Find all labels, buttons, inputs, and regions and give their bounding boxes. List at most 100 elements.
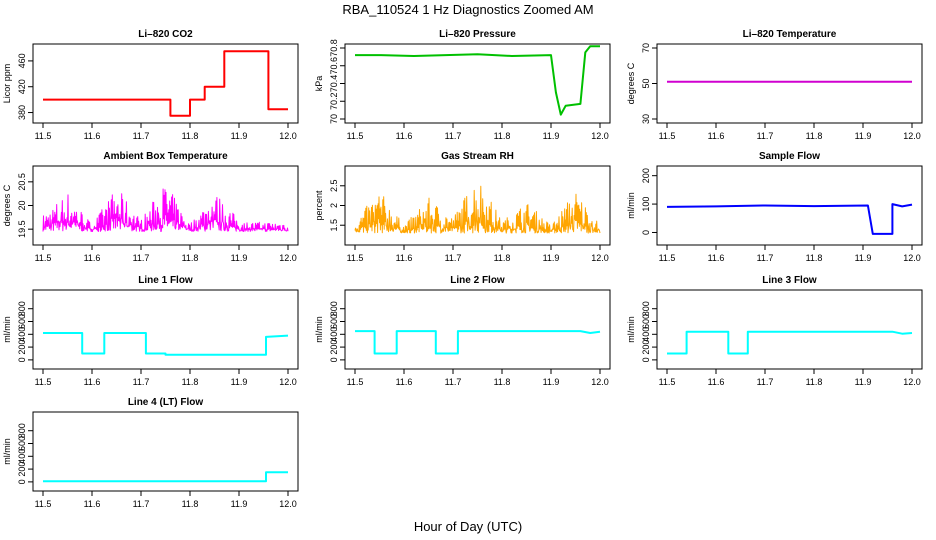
y-tick-label: 200 [641, 168, 651, 183]
y-axis-label: Licor ppm [2, 64, 12, 104]
panel-title: Line 2 Flow [450, 275, 505, 286]
panel-title: Line 3 Flow [762, 275, 817, 286]
series-line-1 [43, 50, 288, 117]
y-tick-label: 420 [17, 79, 27, 94]
y-tick-label: 200 [17, 340, 27, 355]
x-tick-label: 11.5 [35, 499, 52, 509]
y-axis-label: ml/min [314, 316, 324, 343]
y-tick-label: 0 [641, 230, 651, 235]
chart-panel-2: Li–820 Pressure 11.5 11.6 11.7 11.8 11.9 12.0 7… [314, 29, 611, 141]
x-tick-label: 11.6 [708, 253, 725, 263]
y-tick-label: 70 [641, 43, 651, 53]
panel-title: Li–820 Pressure [439, 29, 516, 40]
y-axis-label: percent [314, 190, 324, 221]
figure-xlabel: Hour of Day (UTC) [414, 519, 522, 534]
plot-frame [344, 289, 611, 370]
series-line-1 [43, 471, 288, 483]
x-tick-label: 11.6 [84, 253, 101, 263]
x-tick-label: 12.0 [279, 499, 297, 509]
y-tick-label: 2 [329, 203, 339, 208]
x-tick-label: 11.5 [347, 253, 364, 263]
x-tick-label: 11.8 [494, 131, 511, 141]
x-tick-label: 11.8 [182, 499, 199, 509]
y-tick-label: 200 [17, 462, 27, 477]
chart-panel-1: Li–820 CO2 11.5 11.6 11.7 11.8 11.9 12.0 380 420… [2, 29, 299, 141]
x-tick-label: 11.9 [855, 377, 872, 387]
series-line-1 [355, 45, 600, 116]
x-tick-label: 11.5 [659, 377, 676, 387]
y-tick-label: 600 [17, 314, 27, 329]
x-tick-label: 12.0 [279, 377, 297, 387]
y-tick-label: 400 [17, 327, 27, 342]
x-tick-label: 12.0 [591, 253, 609, 263]
panel-title: Line 1 Flow [138, 275, 193, 286]
chart-panel-8: Line 2 Flow 11.5 11.6 11.7 11.8 11.9 12.0 0 2004… [314, 275, 611, 387]
y-tick-label: 380 [17, 105, 27, 120]
x-tick-label: 12.0 [591, 131, 609, 141]
panels: Li–820 CO2 11.5 11.6 11.7 11.8 11.9 12.0 380 420… [2, 29, 923, 509]
panel-title: Sample Flow [759, 151, 820, 162]
x-tick-label: 11.9 [543, 253, 560, 263]
y-axis-label: kPa [314, 76, 324, 92]
y-tick-label: 0 [641, 357, 651, 362]
x-tick-label: 11.7 [757, 253, 774, 263]
y-tick-label: 0 [329, 357, 339, 362]
plot-frame [32, 411, 299, 492]
x-tick-label: 12.0 [903, 377, 921, 387]
x-tick-label: 11.9 [231, 253, 248, 263]
y-tick-label: 50 [641, 78, 651, 88]
y-tick-label: 70.6 [329, 57, 339, 75]
y-tick-label: 1.5 [329, 219, 339, 232]
series-line-1 [354, 185, 601, 234]
x-tick-label: 11.5 [659, 253, 676, 263]
plot-frame [32, 43, 299, 124]
x-tick-label: 11.7 [445, 377, 462, 387]
x-tick-label: 11.8 [494, 377, 511, 387]
y-tick-label: 600 [17, 436, 27, 451]
series-line-1 [667, 330, 913, 355]
x-tick-label: 11.9 [231, 377, 248, 387]
x-tick-label: 11.8 [806, 131, 823, 141]
x-tick-label: 11.5 [35, 253, 52, 263]
y-tick-label: 200 [641, 340, 651, 355]
y-tick-label: 70.4 [329, 75, 339, 93]
y-tick-label: 20.5 [17, 173, 27, 191]
panel-title: Li–820 CO2 [138, 29, 193, 40]
panel-title: Gas Stream RH [441, 151, 514, 162]
y-tick-label: 460 [17, 53, 27, 68]
x-tick-label: 11.9 [543, 131, 560, 141]
x-tick-label: 11.5 [347, 131, 364, 141]
y-tick-label: 200 [329, 340, 339, 355]
y-tick-label: 600 [641, 314, 651, 329]
x-tick-label: 11.9 [231, 499, 248, 509]
figure-title: RBA_110524 1 Hz Diagnostics Zoomed AM [342, 2, 593, 17]
x-tick-label: 11.6 [396, 131, 413, 141]
y-axis-label: ml/min [626, 316, 636, 343]
y-tick-label: 2.5 [329, 180, 339, 193]
y-tick-label: 400 [329, 327, 339, 342]
x-tick-label: 11.6 [84, 131, 101, 141]
x-tick-label: 11.5 [35, 131, 52, 141]
y-tick-label: 30 [641, 114, 651, 124]
x-tick-label: 11.5 [347, 377, 364, 387]
x-tick-label: 11.6 [84, 499, 101, 509]
x-tick-label: 11.8 [806, 377, 823, 387]
chart-panel-10: Line 4 (LT) Flow 11.5 11.6 11.7 11.8 11.9 12.0… [2, 397, 299, 509]
y-tick-label: 19.5 [17, 220, 27, 238]
x-tick-label: 11.8 [494, 253, 511, 263]
plot-frame [32, 289, 299, 370]
y-tick-label: 800 [329, 301, 339, 316]
x-tick-label: 11.8 [806, 253, 823, 263]
x-tick-label: 11.6 [396, 377, 413, 387]
x-tick-label: 12.0 [591, 377, 609, 387]
panel-title: Ambient Box Temperature [103, 151, 228, 162]
x-tick-label: 11.7 [133, 253, 150, 263]
chart-panel-5: Gas Stream RH 11.5 11.6 11.7 11.8 11.9 12.0 1.5… [314, 151, 611, 263]
plot-frame [656, 43, 923, 124]
x-tick-label: 11.7 [445, 131, 462, 141]
x-tick-label: 11.6 [84, 377, 101, 387]
y-tick-label: 600 [329, 314, 339, 329]
x-tick-label: 12.0 [279, 131, 297, 141]
y-tick-label: 70 [329, 114, 339, 124]
y-tick-label: 800 [17, 301, 27, 316]
